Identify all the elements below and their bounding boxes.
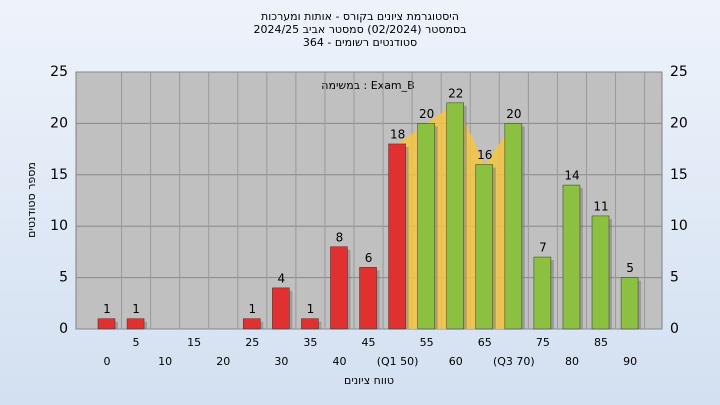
x-tick-label: 35 xyxy=(303,336,317,349)
y-tick-label: 20 xyxy=(50,115,68,131)
y-tick-label: 0 xyxy=(59,321,68,337)
x-tick-label: (Q1 50) xyxy=(377,355,419,368)
bar xyxy=(359,267,377,330)
data-label: 14 xyxy=(564,169,579,183)
data-label: 8 xyxy=(336,230,344,244)
bar xyxy=(533,256,552,330)
x-tick-label: 75 xyxy=(536,336,550,349)
x-tick-label: 65 xyxy=(478,336,492,349)
bar xyxy=(562,184,581,330)
y2-tick-label: 15 xyxy=(670,167,688,183)
x-tick-label: 40 xyxy=(332,355,346,368)
y2-tick-label: 25 xyxy=(670,64,688,80)
bar xyxy=(272,287,290,330)
title-line: היסטוגרמת ציונים בקורס - אותות ומערכות xyxy=(261,10,459,23)
y2-tick-label: 5 xyxy=(670,270,679,286)
x-tick-label: (Q3 70) xyxy=(493,355,535,368)
x-tick-label: 90 xyxy=(623,355,637,368)
bar xyxy=(97,318,116,330)
bar xyxy=(417,123,435,330)
y-tick-label: 5 xyxy=(59,270,68,286)
x-tick-label: 85 xyxy=(594,336,608,349)
bar xyxy=(388,143,406,330)
bar xyxy=(475,164,494,330)
x-tick-label: 45 xyxy=(362,336,376,349)
data-label: 4 xyxy=(278,271,286,285)
x-tick-label: 80 xyxy=(565,355,579,368)
x-tick-label: 20 xyxy=(216,355,230,368)
x-tick-label: 15 xyxy=(187,336,201,349)
bar xyxy=(620,277,639,330)
y-axis-label: מספר סטודנטים xyxy=(25,162,38,238)
data-label: 16 xyxy=(477,148,492,162)
bar xyxy=(446,102,464,330)
x-tick-label: 60 xyxy=(449,355,463,368)
bar xyxy=(330,246,348,330)
data-label: 11 xyxy=(593,199,608,213)
data-label: 6 xyxy=(365,251,373,265)
y2-tick-label: 0 xyxy=(670,321,679,337)
annotation: במשימה : Exam_B xyxy=(321,79,414,92)
data-label: 1 xyxy=(307,302,315,316)
bar xyxy=(243,318,261,330)
y-tick-label: 15 xyxy=(50,167,68,183)
x-tick-label: 0 xyxy=(104,355,111,368)
y-tick-label: 25 xyxy=(50,64,68,80)
x-tick-label: 55 xyxy=(420,336,434,349)
y2-tick-label: 10 xyxy=(670,218,688,234)
data-label: 1 xyxy=(103,302,111,316)
y2-tick-label: 20 xyxy=(670,115,688,131)
x-tick-label: 5 xyxy=(133,336,140,349)
data-label: 20 xyxy=(419,107,434,121)
data-label: 1 xyxy=(248,302,256,316)
data-label: 20 xyxy=(506,107,521,121)
data-label: 1 xyxy=(132,302,140,316)
bar xyxy=(504,123,523,330)
data-label: 22 xyxy=(448,86,463,100)
bar xyxy=(591,215,610,330)
bar xyxy=(126,318,145,330)
x-tick-label: 30 xyxy=(274,355,288,368)
y-tick-label: 10 xyxy=(50,218,68,234)
x-tick-label: 10 xyxy=(158,355,172,368)
title-line: 364 - סטודנטים רשומים xyxy=(303,36,417,49)
bar xyxy=(301,318,319,330)
title-line: בסמסטר (02/2024) סמסטר אביב 2024/25 xyxy=(253,23,466,36)
x-axis-label: טווח ציונים xyxy=(344,374,394,387)
x-tick-label: 25 xyxy=(245,336,259,349)
data-label: 18 xyxy=(390,127,405,141)
data-label: 5 xyxy=(626,261,634,275)
data-label: 7 xyxy=(539,241,547,255)
